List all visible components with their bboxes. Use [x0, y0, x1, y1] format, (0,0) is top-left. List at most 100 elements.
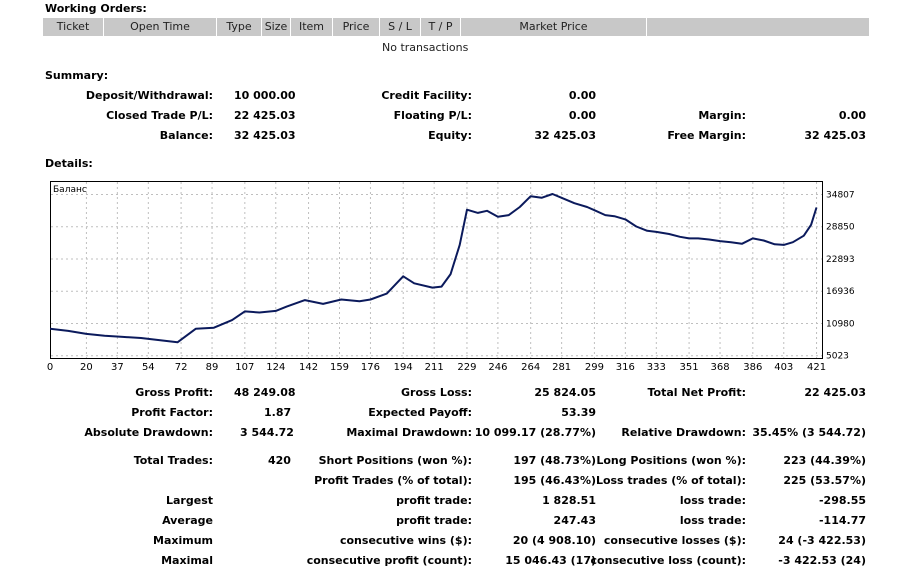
y-tick-label: 28850 — [826, 223, 855, 233]
max-consecutive-wins-value: 20 (4 908.10) — [512, 534, 596, 547]
credit-value: 0.00 — [568, 89, 596, 102]
total-trades-value: 420 — [268, 454, 291, 467]
gross-profit-label: Gross Profit: — [135, 386, 213, 399]
largest-loss-value: -298.55 — [818, 494, 866, 507]
column-market-price[interactable]: Market Price — [461, 18, 647, 36]
credit-label: Credit Facility: — [381, 89, 472, 102]
gross-loss-value: 25 824.05 — [534, 386, 596, 399]
short-positions-value: 197 (48.73%) — [513, 454, 596, 467]
summary-title: Summary: — [45, 69, 109, 82]
net-profit-value: 22 425.03 — [804, 386, 866, 399]
working-orders-title: Working Orders: — [45, 2, 147, 15]
y-tick-label: 5023 — [826, 352, 849, 361]
column-ticket[interactable]: Ticket — [43, 18, 104, 36]
column-type[interactable]: Type — [217, 18, 262, 36]
long-positions-value: 223 (44.39%) — [783, 454, 866, 467]
average-loss-value: -114.77 — [818, 514, 866, 527]
balance-label: Balance: — [159, 129, 213, 142]
equity-label: Equity: — [428, 129, 472, 142]
x-tick-label: 386 — [743, 362, 763, 373]
maximal-drawdown-label: Maximal Drawdown: — [346, 426, 472, 439]
no-transactions-text: No transactions — [382, 41, 469, 54]
average-profit-label: profit trade: — [396, 514, 472, 527]
margin-value: 0.00 — [838, 109, 866, 122]
x-tick-label: 37 — [110, 362, 124, 373]
balance-line — [50, 193, 818, 344]
floating-pl-label: Floating P/L: — [393, 109, 472, 122]
largest-profit-label: profit trade: — [396, 494, 472, 507]
relative-drawdown-label: Relative Drawdown: — [621, 426, 746, 439]
long-positions-label: Long Positions (won %): — [596, 454, 746, 467]
gross-profit-value: 48 249.08 — [234, 386, 296, 399]
total-trades-label: Total Trades: — [133, 454, 213, 467]
x-tick-label: 316 — [615, 362, 635, 373]
loss-trades-value: 225 (53.57%) — [783, 474, 866, 487]
chart-plot-frame — [50, 181, 823, 359]
max-consecutive-losses-value: 24 (-3 422.53) — [778, 534, 866, 547]
x-tick-label: 211 — [424, 362, 444, 373]
column-size[interactable]: Size — [262, 18, 291, 36]
column-open-time[interactable]: Open Time — [104, 18, 217, 36]
absolute-drawdown-label: Absolute Drawdown: — [84, 426, 213, 439]
x-tick-label: 0 — [46, 362, 54, 373]
x-tick-label: 107 — [235, 362, 255, 373]
x-tick-label: 403 — [774, 362, 794, 373]
column-item[interactable]: Item — [291, 18, 333, 36]
column-price[interactable]: Price — [333, 18, 380, 36]
x-tick-label: 142 — [299, 362, 319, 373]
deposit-value: 10 000.00 — [234, 89, 296, 102]
closed-pl-value: 22 425.03 — [234, 109, 296, 122]
y-tick-label: 22893 — [826, 255, 855, 265]
x-tick-label: 176 — [360, 362, 380, 373]
details-title: Details: — [45, 157, 93, 170]
equity-value: 32 425.03 — [534, 129, 596, 142]
maximal-label: Maximal — [161, 554, 213, 567]
column-tp[interactable]: T / P — [421, 18, 461, 36]
x-tick-label: 124 — [266, 362, 286, 373]
y-tick-label: 10980 — [826, 319, 855, 329]
chart-grid — [51, 182, 822, 358]
x-tick-label: 333 — [646, 362, 666, 373]
deposit-label: Deposit/Withdrawal: — [85, 89, 213, 102]
relative-drawdown-value: 35.45% (3 544.72) — [752, 426, 866, 439]
maximum-label: Maximum — [153, 534, 213, 547]
y-tick-label: 34807 — [826, 190, 855, 200]
max-consecutive-loss-value: -3 422.53 (24) — [778, 554, 866, 567]
absolute-drawdown-value: 3 544.72 — [240, 426, 294, 439]
x-tick-label: 246 — [488, 362, 508, 373]
y-tick-label: 16936 — [826, 287, 855, 297]
column-sl[interactable]: S / L — [380, 18, 421, 36]
balance-chart: Баланс 5023 10980 16936 22893 28850 34807 — [50, 181, 855, 361]
y-axis-ticks: 5023 10980 16936 22893 28850 34807 — [826, 190, 855, 361]
x-tick-label: 351 — [679, 362, 699, 373]
x-tick-label: 264 — [521, 362, 541, 373]
x-tick-label: 20 — [80, 362, 93, 373]
x-tick-label: 194 — [393, 362, 413, 373]
x-tick-label: 159 — [329, 362, 350, 373]
loss-trades-label: Loss trades (% of total): — [595, 474, 746, 487]
maximal-drawdown-value: 10 099.17 (28.77%) — [474, 426, 596, 439]
expected-payoff-label: Expected Payoff: — [368, 406, 472, 419]
x-tick-label: 72 — [174, 362, 188, 373]
x-tick-label: 229 — [457, 362, 477, 373]
profit-trades-value: 195 (46.43%) — [513, 474, 596, 487]
x-tick-label: 89 — [205, 362, 219, 373]
gross-loss-label: Gross Loss: — [401, 386, 472, 399]
x-tick-label: 368 — [710, 362, 730, 373]
max-consecutive-losses-label: consecutive losses ($): — [603, 534, 746, 547]
average-label: Average — [162, 514, 213, 527]
profit-trades-label: Profit Trades (% of total): — [314, 474, 472, 487]
max-consecutive-loss-label: consecutive loss (count): — [590, 554, 746, 567]
max-consecutive-wins-label: consecutive wins ($): — [339, 534, 472, 547]
max-consecutive-profit-label: consecutive profit (count): — [306, 554, 472, 567]
x-tick-label: 54 — [141, 362, 155, 373]
short-positions-label: Short Positions (won %): — [318, 454, 472, 467]
margin-label: Margin: — [698, 109, 746, 122]
average-profit-value: 247.43 — [553, 514, 596, 527]
x-tick-label: 299 — [584, 362, 604, 373]
orders-table-header: Ticket Open Time Type Size Item Price S … — [43, 18, 869, 36]
profit-factor-label: Profit Factor: — [131, 406, 213, 419]
largest-profit-value: 1 828.51 — [542, 494, 596, 507]
largest-loss-label: loss trade: — [679, 494, 746, 507]
x-tick-label: 421 — [806, 362, 827, 373]
